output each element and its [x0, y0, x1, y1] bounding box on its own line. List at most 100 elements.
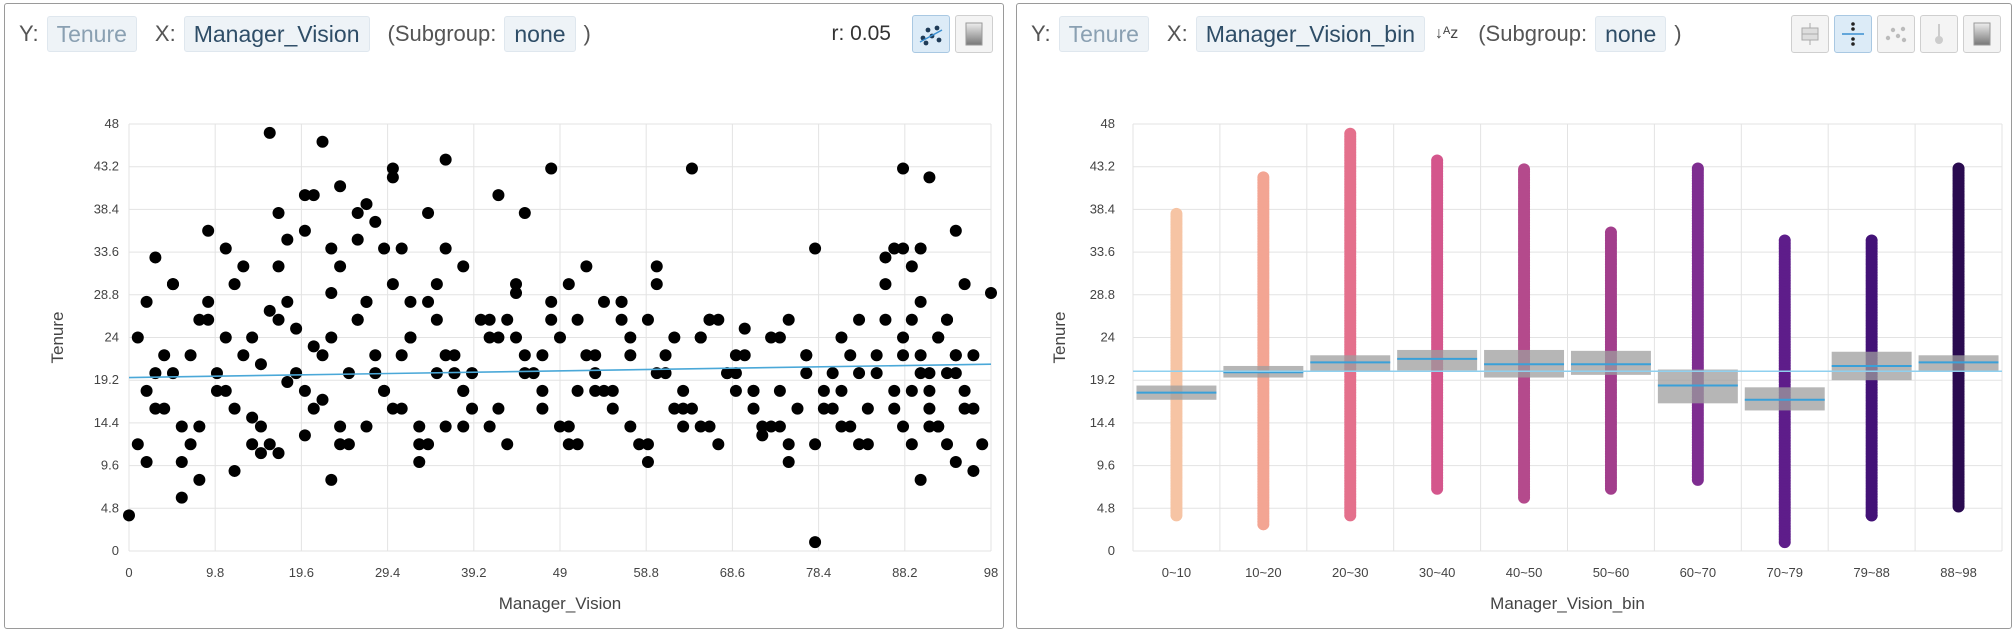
data-point — [1865, 234, 1878, 247]
data-point — [316, 349, 329, 362]
data-point — [879, 278, 892, 291]
y-tick-label: 19.2 — [94, 372, 119, 387]
data-point — [905, 438, 918, 451]
subgroup-selector[interactable]: none — [504, 16, 576, 52]
data-point — [254, 420, 267, 433]
data-point — [703, 313, 716, 326]
data-point — [580, 260, 593, 273]
data-point — [483, 313, 496, 326]
sort-az-icon[interactable]: ↓ᴬz — [1434, 25, 1459, 42]
data-point — [905, 260, 918, 273]
data-point — [809, 536, 822, 549]
data-point — [492, 189, 505, 202]
data-point — [694, 420, 707, 433]
x-axis-title: Manager_Vision — [499, 594, 622, 613]
data-point — [905, 313, 918, 326]
data-point — [351, 313, 364, 326]
data-point — [246, 438, 259, 451]
data-point — [870, 367, 883, 380]
data-point — [562, 420, 575, 433]
data-point — [307, 402, 320, 415]
data-point — [439, 420, 452, 433]
data-point — [466, 402, 479, 415]
data-point — [897, 420, 910, 433]
x-tick-label: 70~79 — [1766, 565, 1803, 580]
data-point — [747, 402, 760, 415]
data-point — [545, 162, 558, 175]
y-tick-label: 9.6 — [1097, 458, 1115, 473]
y-axis-title: Tenure — [1050, 312, 1069, 364]
data-point — [923, 171, 936, 184]
data-point — [158, 402, 171, 415]
data-point — [254, 447, 267, 460]
x-tick-label: 68.6 — [720, 565, 745, 580]
data-point — [571, 313, 584, 326]
scatter-plot-button[interactable] — [1877, 15, 1915, 53]
x-variable-selector[interactable]: Manager_Vision — [183, 16, 370, 52]
data-point — [360, 198, 373, 211]
lollipop-button[interactable] — [1920, 15, 1958, 53]
data-point — [923, 367, 936, 380]
data-point — [932, 331, 945, 344]
data-point — [949, 367, 962, 380]
subgroup-label: (Subgroup: — [387, 21, 497, 46]
data-point — [914, 242, 927, 255]
y-variable-selector[interactable]: Tenure — [1058, 16, 1149, 52]
x-variable-selector[interactable]: Manager_Vision_bin — [1195, 16, 1425, 52]
scatter-plot-button[interactable] — [912, 15, 950, 53]
data-point — [193, 420, 206, 433]
data-point — [395, 349, 408, 362]
data-point — [149, 367, 162, 380]
gradient-fill-button[interactable] — [1963, 15, 2001, 53]
y-axis-label: Y: — [1031, 21, 1051, 46]
data-point — [334, 438, 347, 451]
x-tick-label: 19.6 — [289, 565, 314, 580]
data-point — [624, 331, 637, 344]
y-tick-label: 4.8 — [101, 500, 119, 515]
y-variable-selector[interactable]: Tenure — [46, 16, 137, 52]
y-tick-label: 4.8 — [1097, 500, 1115, 515]
y-tick-label: 33.6 — [94, 244, 119, 259]
subgroup-selector[interactable]: none — [1595, 16, 1667, 52]
data-point — [1431, 154, 1444, 167]
scatter-chart: 0 4.8 9.6 14.4 19.2 24 28.8 33.6 38.4 43.2 48 0 9.8 1… — [48, 116, 998, 613]
data-point — [773, 384, 786, 397]
data-point — [624, 420, 637, 433]
data-point — [562, 438, 575, 451]
data-point — [914, 295, 927, 308]
subgroup-label: (Subgroup: — [1478, 21, 1588, 46]
data-point — [914, 367, 927, 380]
data-point — [536, 402, 549, 415]
data-point — [1170, 207, 1183, 220]
strip-toolbar: Y: Tenure X: Manager_Vision_bin ↓ᴬz (Sub… — [1031, 14, 2001, 54]
x-axis-label: X: — [1166, 21, 1188, 46]
data-point — [949, 349, 962, 362]
data-point — [659, 367, 672, 380]
gradient-fill-button[interactable] — [955, 15, 993, 53]
data-point — [958, 384, 971, 397]
data-point — [897, 349, 910, 362]
data-point — [941, 438, 954, 451]
data-point — [650, 260, 663, 273]
data-point — [685, 402, 698, 415]
data-point — [228, 278, 241, 291]
data-point — [342, 367, 355, 380]
x-tick-label: 88~98 — [1940, 565, 1977, 580]
data-point — [562, 278, 575, 291]
data-point — [897, 162, 910, 175]
data-point — [254, 358, 267, 371]
data-point — [395, 242, 408, 255]
data-point — [941, 367, 954, 380]
data-point — [765, 331, 778, 344]
data-point — [123, 509, 135, 522]
boxplot-button[interactable] — [1791, 15, 1829, 53]
data-point — [228, 402, 241, 415]
scatter-plot-icon — [1885, 26, 1907, 43]
data-point — [800, 367, 813, 380]
data-point — [430, 278, 443, 291]
data-point — [378, 242, 391, 255]
data-point — [272, 447, 285, 460]
data-point — [536, 349, 549, 362]
strip-plot-button[interactable] — [1834, 15, 1872, 53]
boxplot-icon — [1801, 23, 1819, 45]
